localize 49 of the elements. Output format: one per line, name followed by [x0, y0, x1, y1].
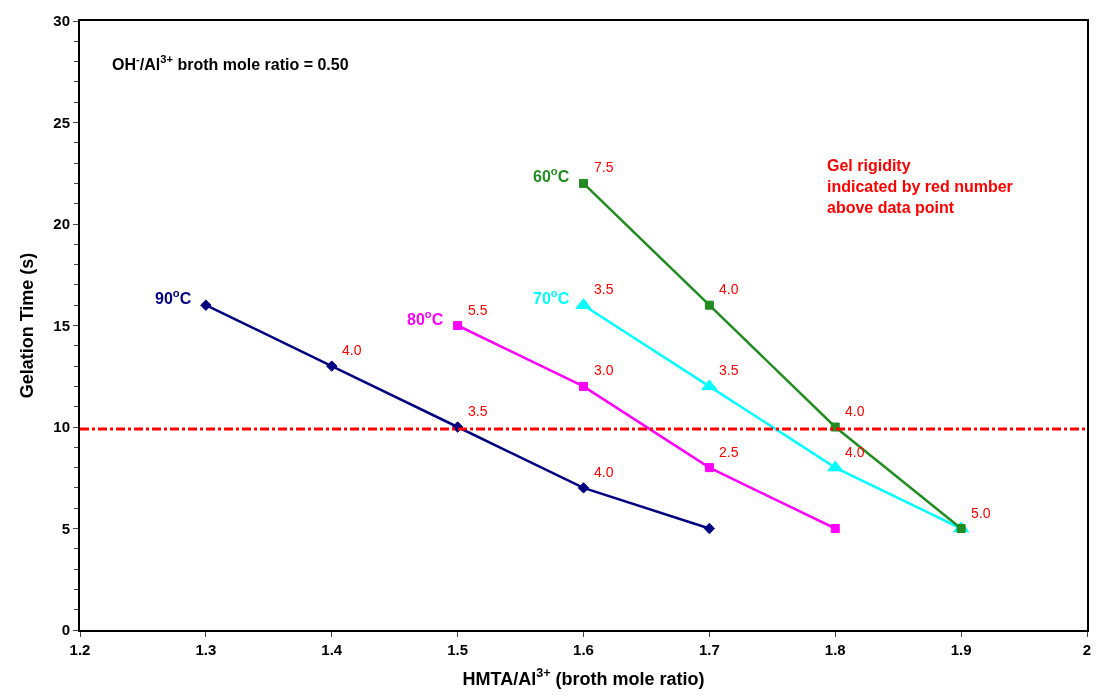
annotation: OH$^{-}$/Al$^{3+}$ broth mole ratio = 0.50	[112, 53, 349, 73]
point	[704, 463, 714, 473]
annotation: 7.5	[594, 159, 614, 175]
point	[827, 460, 844, 472]
point	[579, 381, 588, 391]
point	[326, 360, 338, 372]
x-tick-label: 2	[1082, 641, 1092, 658]
y-tick-label: 5	[61, 519, 70, 537]
x-tick-label: 1.2	[69, 641, 91, 658]
x-tick-label: 1.6	[573, 641, 594, 658]
x-tick-label: 1.5	[447, 641, 469, 658]
y-tick-label: 10	[53, 418, 70, 436]
annotation: 5.0	[971, 505, 991, 521]
x-tick-label: 1.3	[195, 641, 217, 658]
point	[200, 299, 212, 311]
x-axis-title: HMTA/Al$^{3+}$ (broth mole ratio)	[462, 666, 705, 689]
x-tick-label: 1.9	[950, 641, 972, 658]
annotation: 4.0	[594, 464, 614, 480]
x-tick-label: 1.7	[698, 641, 720, 658]
point	[703, 522, 716, 535]
x-tick-label: 1.8	[824, 641, 846, 658]
y-tick-label: 0	[61, 621, 70, 639]
annotation: 3.5	[719, 362, 739, 378]
annotation: 4.0	[845, 403, 865, 419]
annotation: Gel rigidity indicated by red number above data point	[827, 157, 1013, 216]
y-tick-label: 30	[53, 12, 70, 30]
series-label: 90$^{o}$C	[155, 287, 192, 307]
point	[579, 178, 588, 188]
annotation: 3.0	[594, 362, 614, 378]
x-tick-label: 1.4	[321, 641, 343, 658]
annotation: 5.5	[468, 302, 488, 318]
series-label: 70$^{o}$C	[533, 287, 570, 307]
annotation: 4.0	[719, 281, 739, 297]
annotation: 3.5	[468, 403, 488, 419]
point	[830, 524, 840, 533]
point	[453, 321, 463, 330]
series-label: 80$^{o}$C	[407, 308, 444, 328]
y-axis-title: Gelation Time (s)	[17, 252, 38, 399]
series-label: 60$^{o}$C	[533, 165, 570, 185]
point	[704, 300, 714, 310]
point	[701, 379, 718, 391]
y-tick-label: 25	[53, 113, 70, 131]
annotation: 4.0	[845, 444, 865, 460]
y-tick-label: 15	[53, 316, 70, 334]
point	[577, 482, 590, 494]
annotation: 3.5	[594, 281, 614, 297]
y-tick-label: 20	[53, 215, 70, 233]
annotation: 2.5	[719, 444, 739, 460]
annotation: 4.0	[342, 342, 362, 358]
